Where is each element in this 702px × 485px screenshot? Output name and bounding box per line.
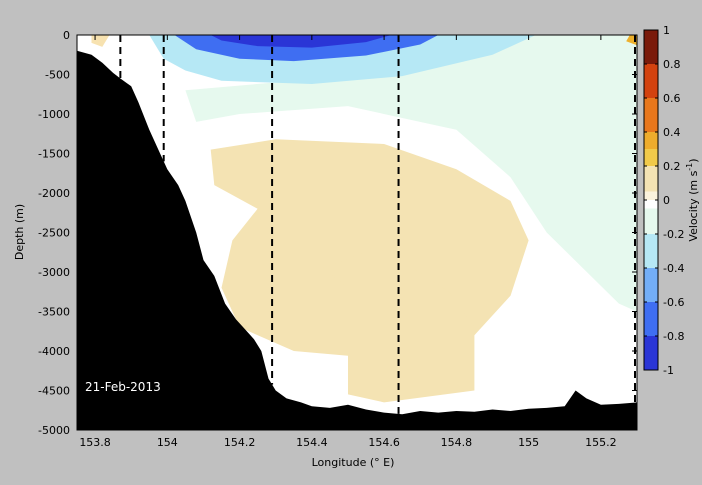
- colorbar-segment: [644, 123, 658, 133]
- plot-area: 153.8 154 154.2 154.4 154.6 154.8 155 155.2 0 -50…: [38, 29, 638, 449]
- colorbar-segment: [644, 336, 658, 345]
- colorbar-segment: [644, 327, 658, 337]
- colorbar-segment: [644, 30, 658, 39]
- colorbar-tick-label: -0.8: [663, 330, 684, 343]
- x-axis-label: Longitude (° E): [312, 456, 395, 469]
- y-tick-label: -3000: [38, 266, 70, 279]
- colorbar-tick-label: 0.4: [663, 126, 681, 139]
- y-tick-label: -2000: [38, 187, 70, 200]
- colorbar-tick-label: 1: [663, 24, 670, 37]
- x-tick-label: 154.8: [441, 436, 473, 449]
- colorbar-segment: [644, 268, 658, 277]
- x-tick-label: 153.8: [79, 436, 111, 449]
- date-annotation: 21-Feb-2013: [85, 380, 161, 394]
- colorbar-segment: [644, 225, 658, 235]
- colorbar-tick-label: -0.2: [663, 228, 684, 241]
- colorbar-segment: [644, 251, 658, 260]
- x-tick-label: 155: [518, 436, 539, 449]
- x-tick-label: 154.4: [296, 436, 328, 449]
- colorbar-label-sup: -1: [685, 163, 694, 171]
- colorbar-segment: [644, 166, 658, 175]
- colorbar: 1 0.8 0.6 0.4 0.2 0 -0.2 -0.4 -0.6 -0.8 -1: [643, 24, 684, 377]
- colorbar-segment: [644, 293, 658, 303]
- x-tick-label: 154.2: [224, 436, 256, 449]
- colorbar-segment: [644, 285, 658, 294]
- y-tick-label: -3500: [38, 306, 70, 319]
- colorbar-segment: [644, 319, 658, 328]
- colorbar-tick-label: 0.8: [663, 58, 681, 71]
- colorbar-segment: [644, 310, 658, 320]
- colorbar-tick-label: -1: [663, 364, 674, 377]
- colorbar-segment: [644, 174, 658, 184]
- colorbar-segment: [644, 208, 658, 218]
- velocity-region-jet-core: [210, 35, 392, 48]
- colorbar-segment: [644, 38, 658, 48]
- colorbar-segment: [644, 132, 658, 141]
- colorbar-segment: [644, 234, 658, 243]
- y-tick-label: -5000: [38, 424, 70, 437]
- colorbar-tick-label: 0.2: [663, 160, 681, 173]
- y-axis-label-text: Depth (m): [13, 204, 26, 260]
- colorbar-tick-label: 0.6: [663, 92, 681, 105]
- colorbar-segment: [644, 361, 658, 371]
- y-tick-label: -500: [45, 69, 70, 82]
- colorbar-tick-label: -0.6: [663, 296, 684, 309]
- colorbar-segment: [644, 217, 658, 226]
- y-tick-label: -4500: [38, 385, 70, 398]
- colorbar-label: Velocity (m s-1): [685, 158, 700, 241]
- colorbar-label-main: Velocity (m s: [687, 170, 700, 241]
- colorbar-segment: [644, 276, 658, 286]
- colorbar-segment: [644, 242, 658, 252]
- x-tick-label: 155.2: [585, 436, 617, 449]
- colorbar-segment: [644, 89, 658, 99]
- colorbar-segment: [644, 191, 658, 201]
- velocity-region-very-weak-southward: [185, 35, 637, 312]
- colorbar-segment: [644, 64, 658, 73]
- velocity-region-surface-patch-west: [91, 35, 110, 47]
- colorbar-segment: [644, 81, 658, 90]
- colorbar-segment: [644, 98, 658, 107]
- colorbar-segment: [644, 140, 658, 150]
- colorbar-segment: [644, 106, 658, 116]
- colorbar-segment: [644, 344, 658, 354]
- colorbar-segment: [644, 302, 658, 311]
- colorbar-tick-label: 0: [663, 194, 670, 207]
- x-tick-label: 154.6: [368, 436, 400, 449]
- colorbar-segment: [644, 47, 658, 56]
- y-axis-label: Depth (m): [13, 204, 26, 260]
- colorbar-segment: [644, 157, 658, 167]
- y-tick-label: -4000: [38, 345, 70, 358]
- y-tick-label: -2500: [38, 227, 70, 240]
- bathymetry: [77, 35, 637, 430]
- colorbar-segment: [644, 200, 658, 209]
- colorbar-label-close: ): [687, 158, 700, 162]
- colorbar-segment: [644, 55, 658, 65]
- colorbar-segment: [644, 149, 658, 158]
- y-tick-label: 0: [63, 29, 70, 42]
- colorbar-tick-label: -0.4: [663, 262, 684, 275]
- y-tick-label: -1500: [38, 148, 70, 161]
- x-tick-label: 154: [157, 436, 178, 449]
- y-tick-label: -1000: [38, 108, 70, 121]
- colorbar-segment: [644, 353, 658, 362]
- colorbar-segment: [644, 259, 658, 269]
- colorbar-segment: [644, 115, 658, 124]
- colorbar-segment: [644, 72, 658, 82]
- colorbar-segment: [644, 183, 658, 192]
